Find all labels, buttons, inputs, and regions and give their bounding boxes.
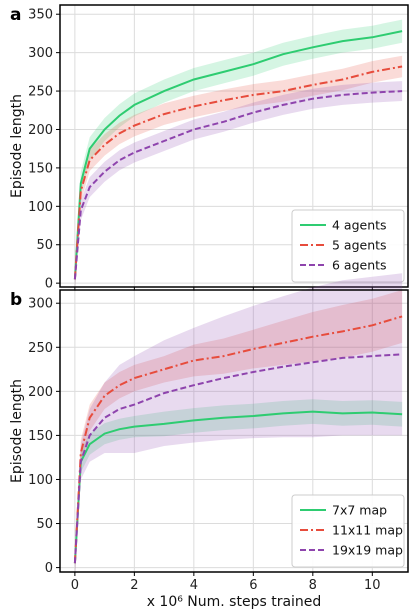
- legend-label: 7x7 map: [332, 503, 387, 518]
- band-series-3: [74, 81, 403, 290]
- x-tick-label: 4: [190, 578, 198, 593]
- plot-frame: [59, 4, 409, 288]
- band-series-1: [74, 19, 403, 291]
- legend-label: 5 agents: [332, 238, 387, 253]
- line-series-2: [73, 65, 403, 280]
- y-tick-label: 0: [45, 561, 53, 576]
- y-tick-label: 350: [28, 8, 53, 23]
- line-series-1: [73, 410, 403, 564]
- y-axis-label: Episode length: [9, 379, 25, 483]
- panel-b: 0 50 100 150 200 250 300 0 2 4 6 8 10 Episode length x…: [9, 273, 409, 610]
- y-tick-label: 100: [28, 473, 53, 488]
- line-series-2: [73, 315, 403, 564]
- y-tick-label: 200: [28, 123, 53, 138]
- line-series-1: [73, 30, 403, 280]
- y-tick-label: 50: [36, 517, 53, 532]
- y-tick-label: 0: [45, 277, 53, 292]
- legend: 4 agents 5 agents 6 agents: [291, 209, 405, 283]
- legend-label: 6 agents: [332, 258, 387, 273]
- x-tick-label: 2: [130, 578, 138, 593]
- y-tick-label: 250: [28, 341, 53, 356]
- legend-label: 11x11 map: [332, 523, 403, 538]
- band-series-3: [74, 273, 403, 581]
- y-tick-label: 200: [28, 385, 53, 400]
- y-axis-label: Episode length: [9, 94, 25, 198]
- x-tick-label: 0: [71, 578, 79, 593]
- y-tick-label: 250: [28, 85, 53, 100]
- y-tick-label: 300: [28, 297, 53, 312]
- band-series-2: [74, 55, 403, 291]
- line-series-3: [73, 353, 403, 564]
- plot-frame: [59, 289, 409, 573]
- legend: 7x7 map 11x11 map 19x19 map: [291, 494, 405, 568]
- legend-label: 19x19 map: [332, 543, 403, 558]
- line-series-3: [73, 90, 403, 280]
- y-tick-label: 150: [28, 161, 53, 176]
- panel-letter: b: [10, 290, 22, 310]
- y-tick-label: 150: [28, 429, 53, 444]
- x-tick-label: 8: [309, 578, 317, 593]
- x-tick-label: 6: [249, 578, 257, 593]
- panel-letter: a: [10, 5, 21, 25]
- legend-label: 4 agents: [332, 218, 387, 233]
- band-series-2: [74, 290, 403, 577]
- x-tick-label: 10: [364, 578, 381, 593]
- y-tick-label: 100: [28, 200, 53, 215]
- y-tick-label: 50: [36, 238, 53, 253]
- x-axis-label: x 10⁶ Num. steps trained: [147, 594, 322, 610]
- y-tick-label: 300: [28, 46, 53, 61]
- band-series-1: [74, 399, 403, 574]
- panel-a: 0 50 100 150 200 250 300 350 Episode length a 4 ag…: [9, 4, 409, 292]
